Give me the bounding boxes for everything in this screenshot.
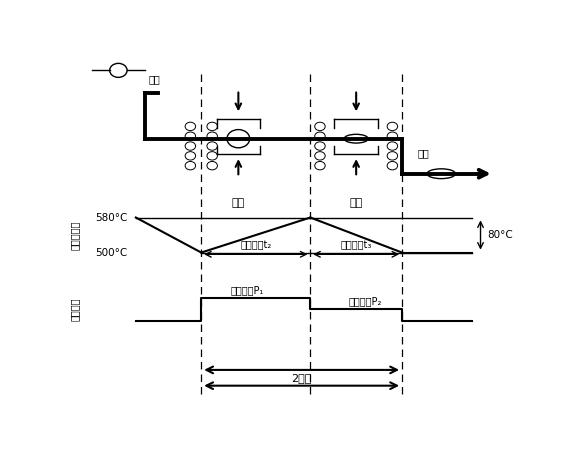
Text: 退火: 退火 xyxy=(350,198,363,208)
Text: 80°C: 80°C xyxy=(487,230,513,240)
Text: 退火压力P₂: 退火压力P₂ xyxy=(348,296,382,306)
Text: 模压时间t₂: 模压时间t₂ xyxy=(240,240,271,250)
Text: 冷却: 冷却 xyxy=(418,148,430,158)
Text: 模压压力P₁: 模压压力P₁ xyxy=(230,285,264,295)
Text: 2分钟: 2分钟 xyxy=(292,373,312,383)
Text: 580°C: 580°C xyxy=(95,212,127,222)
Text: 500°C: 500°C xyxy=(95,248,127,258)
Text: 模造压力: 模造压力 xyxy=(70,298,80,321)
Text: 退火时间t₃: 退火时间t₃ xyxy=(341,240,372,250)
Text: 模压: 模压 xyxy=(232,198,245,208)
Text: 模具的温度: 模具的温度 xyxy=(70,220,80,250)
Text: 预热: 预热 xyxy=(149,74,160,84)
